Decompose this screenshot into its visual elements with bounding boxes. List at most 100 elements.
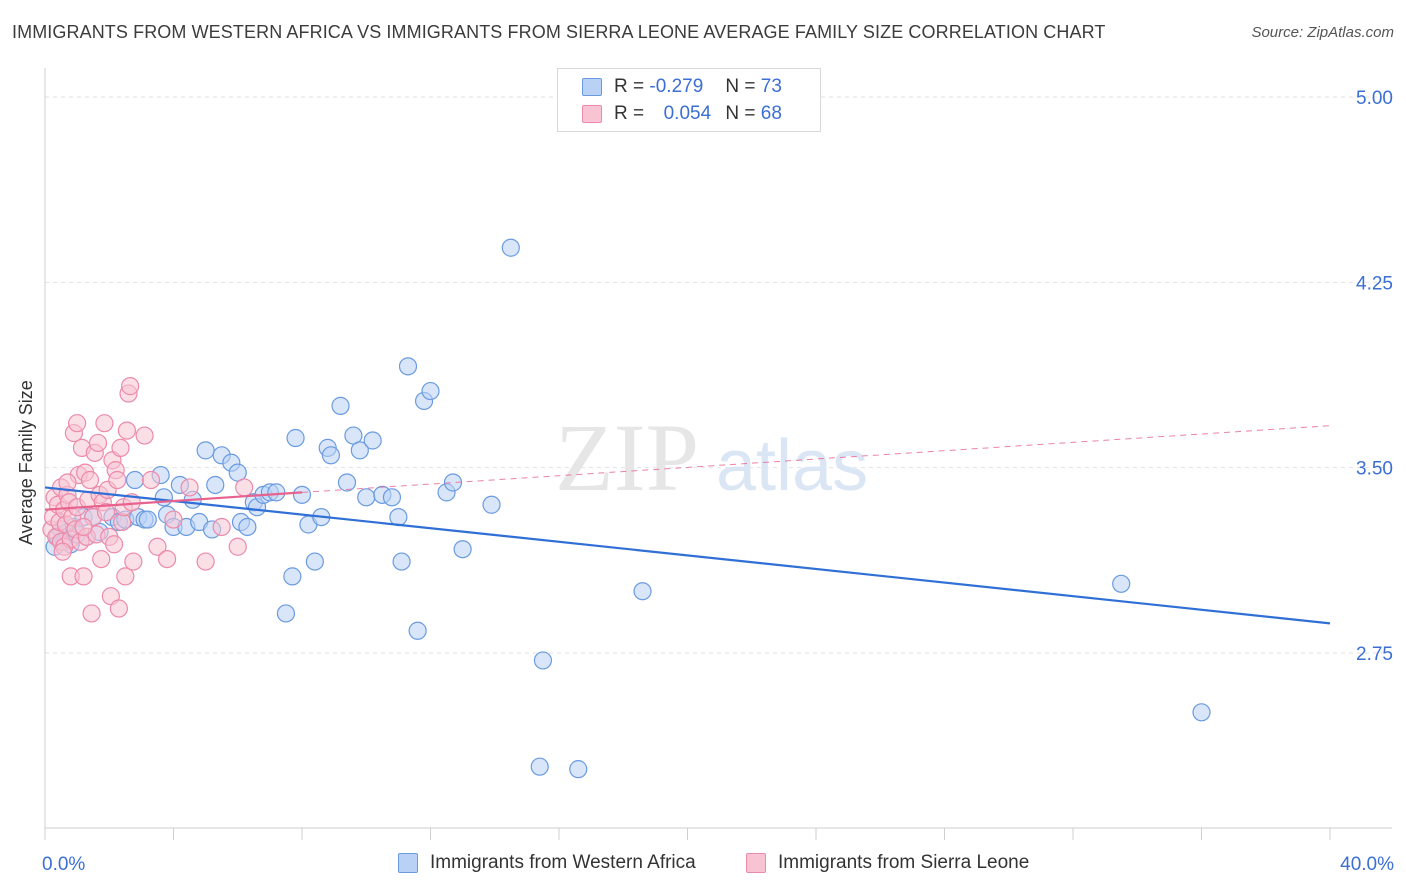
trend-line-sierra-leone xyxy=(44,491,303,511)
data-point-sierra-leone xyxy=(108,470,127,490)
watermark-zip: ZIP xyxy=(555,404,699,511)
legend-swatch-pink xyxy=(582,105,602,123)
data-point-western-africa xyxy=(363,431,382,450)
legend-row-western-africa: R = -0.279 N = 73 xyxy=(582,75,782,99)
data-point-western-africa xyxy=(392,552,411,571)
y-tick-label: 5.00 xyxy=(1356,88,1393,109)
legend-label: Immigrants from Western Africa xyxy=(430,852,696,873)
data-point-sierra-leone xyxy=(74,517,93,537)
data-point-sierra-leone xyxy=(121,377,140,396)
legend-n-value: 68 xyxy=(760,103,782,124)
chart-title: IMMIGRANTS FROM WESTERN AFRICA VS IMMIGR… xyxy=(12,22,1106,42)
legend-swatch-pink xyxy=(746,853,766,873)
y-tick-label: 4.25 xyxy=(1356,273,1393,294)
data-point-sierra-leone xyxy=(148,537,167,556)
data-point-western-africa xyxy=(321,446,341,465)
data-point-western-africa xyxy=(138,510,157,529)
y-axis-label: Average Family Size xyxy=(16,380,36,545)
legend-item-sierra-leone: Immigrants from Sierra Leone xyxy=(746,852,1029,874)
legend-r-value: 0.054 xyxy=(663,103,712,124)
data-point-western-africa xyxy=(501,238,520,257)
legend-swatch-blue xyxy=(398,853,418,873)
data-point-sierra-leone xyxy=(88,433,108,453)
data-point-western-africa xyxy=(154,488,173,507)
data-point-sierra-leone xyxy=(68,414,87,433)
legend-n-value: 73 xyxy=(760,76,782,97)
data-point-sierra-leone xyxy=(135,426,154,445)
data-point-sierra-leone xyxy=(82,604,101,623)
correlation-legend: R = -0.279 N = 73 R = 0.054 N = 68 xyxy=(557,68,821,132)
data-point-western-africa xyxy=(398,357,418,376)
data-point-sierra-leone xyxy=(116,567,135,586)
watermark: ZIP atlas xyxy=(555,404,868,511)
trend-lines xyxy=(44,425,1331,625)
data-point-western-africa xyxy=(357,488,376,507)
legend-r-value: -0.279 xyxy=(649,76,704,97)
data-point-western-africa xyxy=(196,441,215,460)
data-point-sierra-leone xyxy=(111,438,130,457)
data-point-western-africa xyxy=(283,567,302,586)
data-point-western-africa xyxy=(206,475,225,495)
data-point-western-africa xyxy=(286,428,305,448)
data-point-western-africa xyxy=(389,507,408,527)
data-point-sierra-leone xyxy=(157,549,177,569)
data-point-western-africa xyxy=(533,651,553,670)
data-point-sierra-leone xyxy=(95,414,114,433)
data-point-western-africa xyxy=(1192,703,1211,722)
data-point-western-africa xyxy=(125,470,145,490)
data-point-western-africa xyxy=(350,441,369,460)
data-point-sierra-leone xyxy=(117,421,137,440)
data-point-sierra-leone xyxy=(212,517,231,537)
axes xyxy=(44,68,1392,840)
data-point-western-africa xyxy=(238,517,257,537)
data-point-sierra-leone xyxy=(228,537,247,556)
x-tick-labels: 0.0% 40.0% xyxy=(42,854,1394,875)
data-point-sierra-leone xyxy=(74,567,93,586)
data-point-western-africa xyxy=(276,604,296,623)
series-legend: Immigrants from Western Africa Immigrant… xyxy=(0,852,1406,878)
data-point-western-africa xyxy=(530,757,549,776)
legend-label: Immigrants from Sierra Leone xyxy=(778,852,1030,873)
data-point-western-africa xyxy=(337,473,357,492)
data-point-western-africa xyxy=(421,381,440,401)
data-point-western-africa xyxy=(453,540,472,559)
data-point-sierra-leone xyxy=(53,542,72,561)
data-point-sierra-leone xyxy=(104,535,124,554)
y-tick-label: 3.50 xyxy=(1356,459,1393,480)
data-point-sierra-leone xyxy=(235,478,254,497)
grid-lines xyxy=(45,96,1392,654)
legend-r-label: R = xyxy=(614,103,645,124)
data-point-sierra-leone xyxy=(109,599,128,618)
series-western-africa xyxy=(45,238,1211,779)
data-point-western-africa xyxy=(292,485,312,504)
data-point-western-africa xyxy=(382,488,402,507)
data-point-sierra-leone xyxy=(180,478,199,497)
data-point-sierra-leone xyxy=(164,510,183,529)
data-point-western-africa xyxy=(482,495,501,514)
data-point-sierra-leone xyxy=(124,552,143,571)
data-point-western-africa xyxy=(267,483,286,502)
data-point-western-africa xyxy=(331,396,350,415)
data-point-sierra-leone xyxy=(58,473,77,492)
data-point-sierra-leone xyxy=(80,470,100,490)
y-tick-labels: 2.75 3.50 4.25 5.00 xyxy=(1356,88,1393,665)
data-point-western-africa xyxy=(408,621,427,640)
trend-line-sierra-leone-extended xyxy=(301,425,1331,493)
x-tick-label-max: 40.0% xyxy=(1340,854,1394,875)
legend-item-western-africa: Immigrants from Western Africa xyxy=(398,852,696,874)
legend-n-label: N = xyxy=(725,76,756,97)
source-label: Source: ZipAtlas.com xyxy=(1251,24,1394,41)
series-sierra-leone xyxy=(42,377,254,623)
data-point-sierra-leone xyxy=(96,503,116,522)
trend-line-western-africa xyxy=(44,486,1331,625)
legend-row-sierra-leone: R = 0.054 N = 68 xyxy=(582,102,782,126)
data-point-western-africa xyxy=(569,760,588,779)
data-point-western-africa xyxy=(1112,574,1131,593)
legend-swatch-blue xyxy=(582,78,602,96)
data-point-sierra-leone xyxy=(141,470,161,490)
y-tick-label: 2.75 xyxy=(1356,644,1393,665)
x-tick-label-min: 0.0% xyxy=(42,854,85,875)
legend-r-label: R = xyxy=(614,76,645,97)
data-point-western-africa xyxy=(305,552,324,571)
